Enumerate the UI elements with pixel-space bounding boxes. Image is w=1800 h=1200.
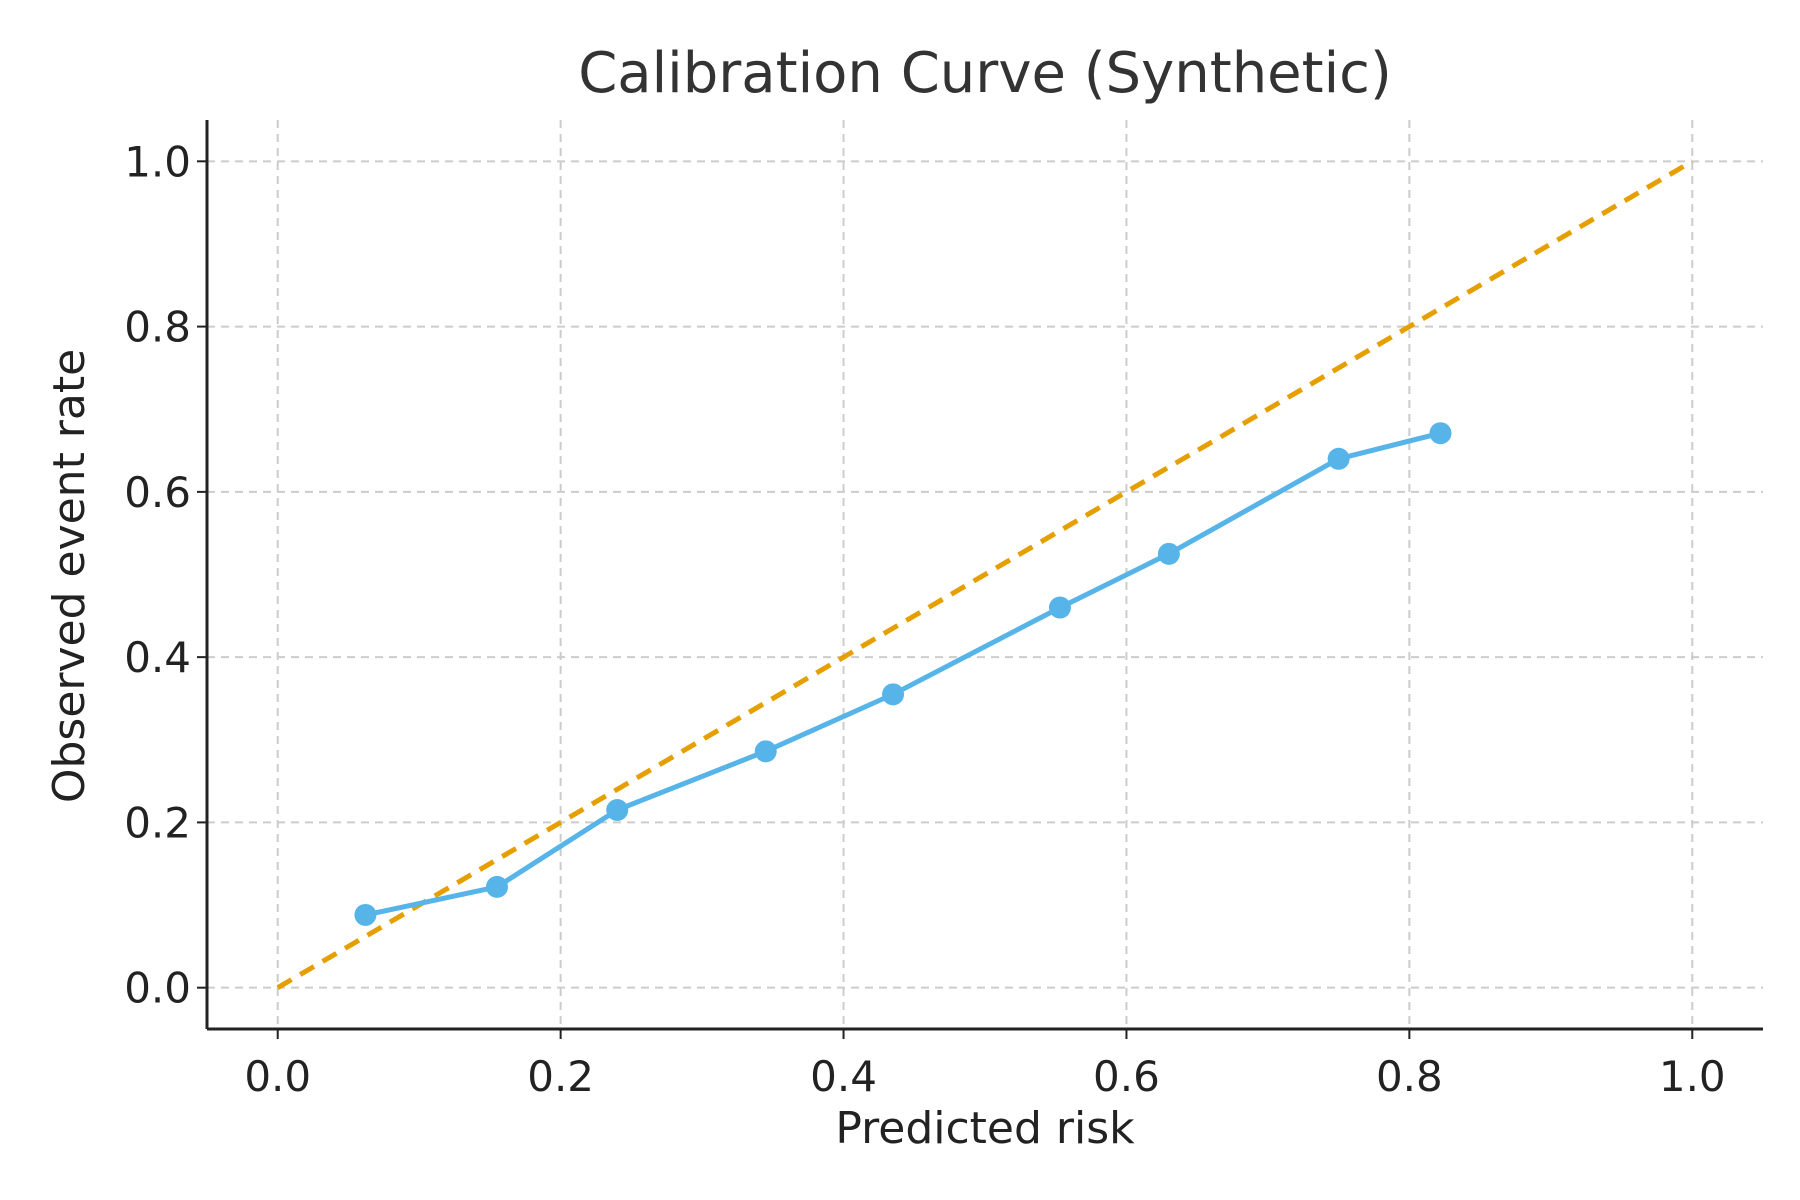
axes	[197, 120, 1763, 1039]
x-axis-label: Predicted risk	[835, 1103, 1135, 1154]
tick-labels: 0.0 0.2 0.4 0.6 0.8 1.0 0.0 0.2 0.4 0.6 0.8 1.0	[124, 137, 1725, 1101]
calibration-point	[882, 683, 905, 706]
calibration-point	[1157, 542, 1180, 565]
chart-title: Calibration Curve (Synthetic)	[578, 41, 1392, 106]
calibration-point	[1327, 447, 1350, 470]
calibration-point	[1429, 422, 1452, 445]
y-tick-label: 0.4	[124, 633, 191, 682]
y-tick-label: 1.0	[124, 137, 191, 186]
x-tick-label: 1.0	[1659, 1052, 1726, 1101]
calibration-point	[754, 740, 777, 763]
y-tick-label: 0.0	[124, 964, 191, 1013]
y-tick-label: 0.2	[124, 798, 191, 847]
x-tick-label: 0.8	[1376, 1052, 1443, 1101]
y-tick-label: 0.8	[124, 303, 191, 352]
calibration-point	[1048, 596, 1071, 619]
reference-diagonal-line	[276, 159, 1694, 990]
calibration-point	[485, 875, 508, 898]
x-tick-label: 0.2	[527, 1052, 594, 1101]
y-tick-label: 0.6	[124, 468, 191, 517]
x-tick-label: 0.4	[810, 1052, 877, 1101]
calibration-point	[354, 903, 377, 926]
y-axis-label: Observed event rate	[44, 349, 95, 803]
series-layer	[276, 159, 1694, 990]
x-tick-label: 0.6	[1093, 1052, 1160, 1101]
calibration-point	[606, 799, 629, 822]
x-tick-label: 0.0	[244, 1052, 311, 1101]
